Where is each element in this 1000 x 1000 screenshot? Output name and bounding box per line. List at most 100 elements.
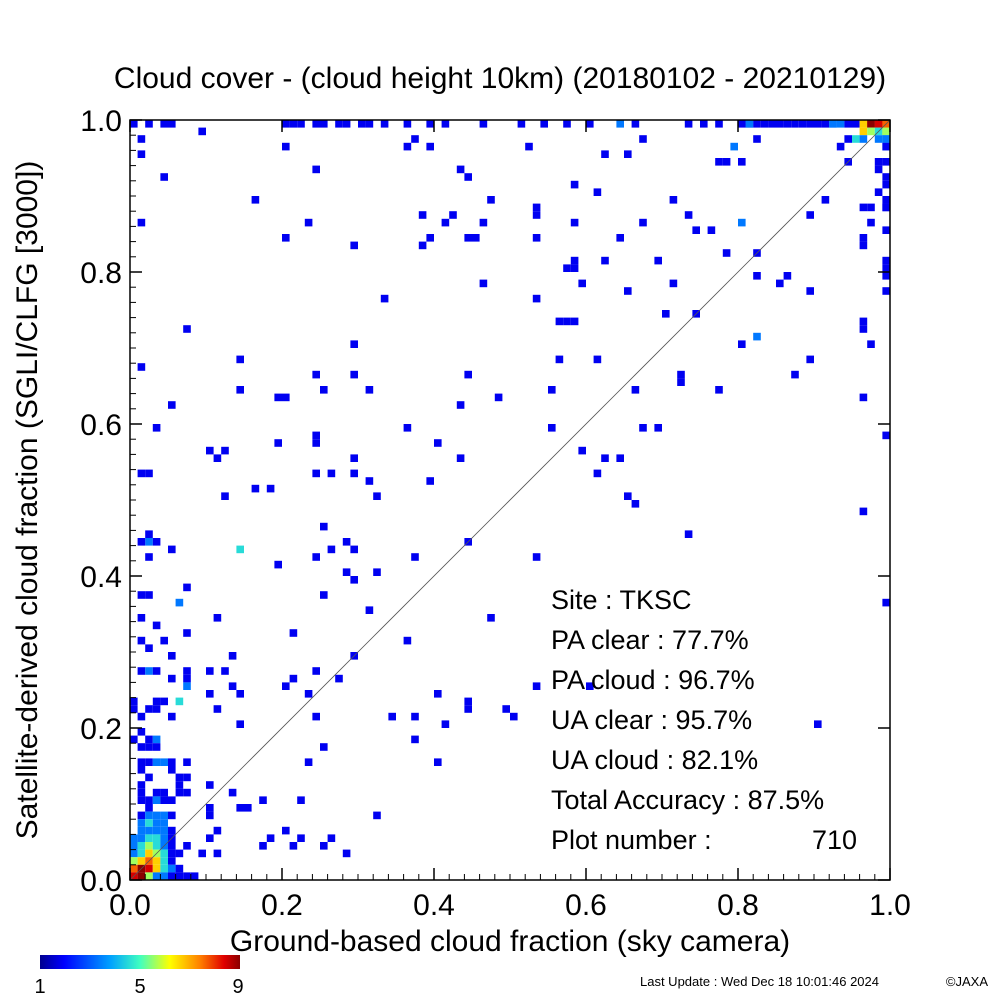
- heatmap-cell: [456, 454, 465, 462]
- heatmap-cell: [289, 629, 298, 637]
- heatmap-cell: [411, 135, 419, 143]
- heatmap-cell: [441, 218, 450, 227]
- heatmap-cell: [160, 636, 168, 645]
- heatmap-cell: [532, 294, 541, 303]
- heatmap-cell: [312, 370, 320, 379]
- heatmap-cell: [327, 834, 336, 842]
- stat-site: Site : TKSC: [551, 585, 692, 615]
- x-axis-label: Ground-based cloud fraction (sky camera): [230, 925, 790, 958]
- heatmap-cell: [198, 127, 206, 136]
- heatmap-cell: [137, 842, 146, 850]
- heatmap-cell: [631, 386, 640, 394]
- heatmap-cell: [175, 849, 184, 858]
- heatmap-cell: [882, 272, 890, 280]
- heatmap-cell: [168, 872, 176, 880]
- heatmap-cell: [213, 614, 222, 622]
- heatmap-cell: [631, 120, 640, 128]
- heatmap-cell: [183, 872, 191, 880]
- heatmap-cell: [137, 796, 146, 804]
- heatmap-cell: [441, 120, 450, 128]
- heatmap-cell: [426, 120, 434, 128]
- heatmap-cell: [137, 872, 146, 880]
- heatmap-cell: [578, 446, 586, 455]
- heatmap-cell: [145, 819, 153, 827]
- heatmap-cell: [624, 287, 632, 295]
- heatmap-cell: [130, 842, 138, 850]
- heatmap-cell: [882, 287, 890, 295]
- heatmap-cell: [882, 431, 890, 440]
- heatmap-cell: [358, 120, 366, 128]
- heatmap-cell: [130, 857, 138, 865]
- heatmap-cell: [236, 545, 244, 554]
- heatmap-cell: [282, 682, 290, 690]
- heatmap-cell: [867, 120, 875, 128]
- heatmap-cell: [282, 393, 290, 402]
- heatmap-cell: [168, 811, 176, 820]
- heatmap-cell: [510, 712, 518, 721]
- heatmap-cell: [677, 370, 685, 379]
- heatmap-cell: [426, 142, 434, 151]
- heatmap-cell: [464, 705, 472, 713]
- reference-diagonal: [129, 119, 891, 881]
- heatmap-cell: [312, 667, 320, 675]
- stat-total-accuracy: Total Accuracy : 87.5%: [551, 785, 824, 815]
- heatmap-cell: [548, 424, 556, 432]
- heatmap-cell: [434, 439, 442, 447]
- heatmap-cell: [282, 142, 290, 151]
- heatmap-cell: [882, 158, 890, 166]
- heatmap-cell: [601, 256, 609, 265]
- heatmap-cell: [160, 872, 168, 880]
- heatmap-cell: [874, 165, 883, 174]
- heatmap-cell: [282, 120, 290, 128]
- heatmap-cell: [152, 758, 161, 766]
- x-tick-label: 1.0: [869, 889, 911, 922]
- heatmap-cell: [213, 705, 222, 713]
- heatmap-cell: [593, 188, 602, 196]
- heatmap-cell: [152, 857, 161, 865]
- heatmap-cell: [532, 211, 541, 219]
- heatmap-cell: [426, 234, 434, 242]
- heatmap-cell: [563, 120, 571, 128]
- heatmap-cell: [836, 142, 845, 151]
- heatmap-cell: [441, 720, 450, 728]
- heatmap-cell: [145, 773, 153, 782]
- heatmap-cell: [145, 591, 153, 599]
- heatmap-cell: [297, 120, 305, 128]
- heatmap-cell: [487, 196, 495, 204]
- heatmap-cell: [320, 591, 328, 599]
- heatmap-cell: [753, 135, 761, 143]
- heatmap-cell: [631, 500, 640, 508]
- heatmap-cell: [434, 758, 442, 766]
- heatmap-cell: [145, 758, 153, 766]
- heatmap-cell: [152, 424, 161, 432]
- heatmap-cell: [145, 864, 153, 873]
- heatmap-cell: [859, 127, 868, 136]
- heatmap-cell: [821, 120, 830, 128]
- heatmap-cell: [586, 120, 594, 128]
- heatmap-cell: [137, 538, 146, 546]
- heatmap-cell: [137, 758, 146, 766]
- heatmap-cell: [814, 120, 822, 128]
- heatmap-cell: [684, 211, 693, 219]
- heatmap-cell: [532, 234, 541, 242]
- heatmap-cell: [806, 120, 814, 128]
- heatmap-cell: [152, 819, 161, 827]
- heatmap-cell: [464, 697, 472, 706]
- colorbar-min-label: 1: [34, 976, 45, 998]
- heatmap-cell: [639, 135, 647, 143]
- colorbar-mid-label: 5: [134, 976, 145, 998]
- heatmap-cell: [365, 120, 374, 128]
- heatmap-cell: [175, 598, 184, 607]
- heatmap-cell: [152, 826, 161, 835]
- heatmap-cell: [654, 424, 662, 432]
- heatmap-cell: [814, 720, 822, 728]
- heatmap-cell: [874, 135, 883, 143]
- heatmap-cell: [350, 576, 358, 584]
- heatmap-cell: [175, 872, 184, 880]
- heatmap-cell: [722, 249, 731, 257]
- heatmap-cell: [335, 674, 343, 683]
- heatmap-cell: [745, 120, 754, 128]
- heatmap-cell: [844, 135, 852, 143]
- heatmap-cell: [320, 120, 328, 128]
- heatmap-cell: [183, 682, 191, 690]
